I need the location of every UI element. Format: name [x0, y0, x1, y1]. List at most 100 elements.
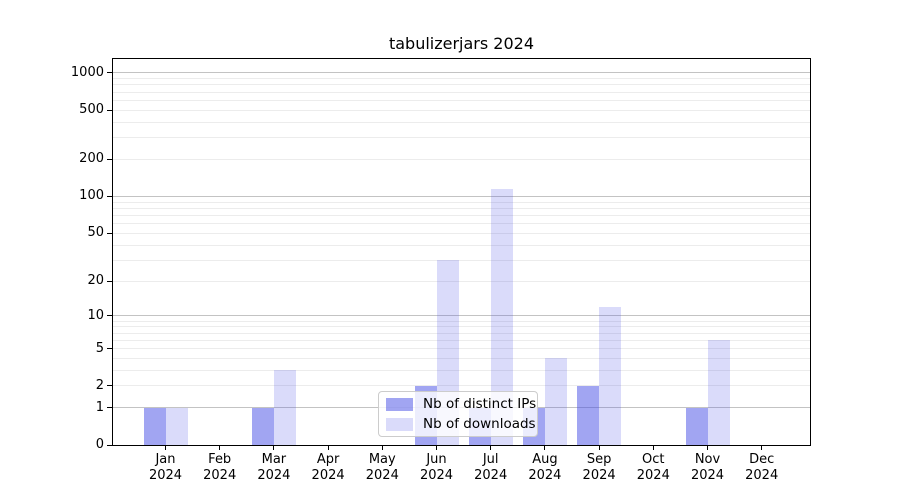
bar-ips-nov: [685, 407, 708, 445]
gridline-minor: [113, 109, 810, 111]
x-tick-label-sep: Sep 2024: [559, 452, 639, 484]
legend-swatch-distinct-ips: [386, 397, 413, 411]
bar-downloads-sep: [599, 306, 622, 445]
gridline-minor: [113, 137, 810, 139]
x-tick-label-aug: Aug 2024: [505, 452, 585, 484]
gridline-minor: [113, 214, 810, 216]
y-tick-mark: [107, 315, 112, 317]
y-tick-mark: [107, 348, 112, 349]
x-tick-month: Jun: [426, 452, 447, 467]
gridline-minor: [113, 232, 810, 234]
x-tick-year: 2024: [690, 468, 725, 483]
x-tick-month: Jul: [482, 452, 499, 467]
x-tick-month: Dec: [749, 452, 775, 467]
x-tick-label-feb: Feb 2024: [180, 452, 260, 484]
bar-ips-jan: [143, 407, 166, 445]
x-tick-year: 2024: [419, 468, 454, 483]
y-tick-label: 10: [87, 307, 104, 323]
bar-downloads-jul: [490, 189, 513, 445]
x-tick-label-may: May 2024: [342, 452, 422, 484]
gridline-minor: [113, 158, 810, 160]
x-tick-year: 2024: [311, 468, 345, 483]
y-tick-label: 1: [95, 399, 104, 415]
x-tick-year: 2024: [582, 468, 616, 483]
x-tick-label-jun: Jun 2024: [397, 452, 477, 484]
legend-swatch-downloads: [386, 417, 413, 431]
gridline-minor: [113, 91, 810, 93]
bar-downloads-aug: [544, 358, 567, 445]
x-tick-month: Nov: [694, 452, 721, 467]
x-tick-label-nov: Nov 2024: [668, 452, 748, 484]
y-tick-label: 20: [87, 273, 104, 289]
x-tick-month: Apr: [316, 452, 340, 467]
x-tick-mark: [436, 446, 437, 450]
x-tick-year: 2024: [148, 468, 183, 483]
gridline-minor: [113, 332, 810, 334]
gridline-minor: [113, 369, 810, 371]
gridline-minor: [113, 121, 810, 123]
bar-ips-mar: [251, 407, 274, 445]
bar-ips-sep: [577, 385, 600, 445]
y-tick-mark: [107, 385, 112, 387]
y-tick-mark: [107, 109, 112, 111]
y-tick-mark: [107, 232, 112, 234]
x-tick-year: 2024: [203, 468, 237, 483]
gridline-major: [113, 195, 810, 197]
gridline-minor: [113, 244, 810, 246]
gridline-minor: [113, 320, 810, 322]
x-tick-label-apr: Apr 2024: [288, 452, 368, 484]
x-tick-year: 2024: [745, 468, 779, 483]
x-tick-mark: [707, 446, 708, 450]
gridline-minor: [113, 280, 810, 282]
x-tick-month: Feb: [208, 452, 232, 467]
x-tick-year: 2024: [636, 468, 670, 483]
y-tick-mark: [107, 72, 112, 74]
x-tick-mark: [490, 446, 492, 450]
x-tick-year: 2024: [474, 468, 508, 483]
y-tick-label: 2: [95, 377, 104, 393]
gridline-minor: [113, 339, 810, 341]
x-tick-month: Sep: [586, 452, 612, 467]
x-tick-label-jul: Jul 2024: [451, 452, 531, 484]
bar-downloads-nov: [707, 340, 730, 445]
y-tick-mark: [107, 407, 112, 409]
y-tick-label: 5: [95, 340, 104, 356]
y-tick-mark: [107, 195, 112, 197]
y-tick-label: 1000: [70, 64, 104, 80]
plot-area: [113, 59, 810, 445]
x-tick-label-jan: Jan 2024: [126, 452, 206, 484]
x-tick-month: Oct: [642, 452, 665, 467]
x-tick-month: Aug: [532, 452, 558, 467]
gridline-minor: [113, 326, 810, 328]
y-tick-mark: [107, 158, 112, 160]
bar-downloads-mar: [273, 370, 296, 445]
gridline-minor: [113, 99, 810, 101]
y-tick-label: 200: [79, 151, 104, 167]
x-tick-mark: [165, 446, 166, 450]
x-tick-mark: [652, 446, 654, 450]
y-tick-label: 500: [79, 102, 104, 118]
y-tick-label: 100: [79, 188, 104, 204]
x-tick-mark: [381, 446, 383, 450]
legend: Nb of distinct IPs Nb of downloads: [378, 391, 538, 437]
gridline-minor: [113, 259, 810, 261]
x-tick-label-dec: Dec 2024: [722, 452, 802, 484]
x-tick-year: 2024: [528, 468, 562, 483]
bar-downloads-jan: [165, 407, 188, 445]
gridline-minor: [113, 348, 810, 349]
x-tick-mark: [544, 446, 546, 450]
y-tick-label: 0: [95, 437, 104, 452]
gridline-minor: [113, 207, 810, 209]
gridline-major: [113, 72, 810, 74]
x-tick-year: 2024: [365, 468, 399, 483]
legend-label-downloads: Nb of downloads: [423, 416, 536, 432]
x-tick-mark: [327, 446, 329, 450]
gridline-minor: [113, 84, 810, 86]
y-tick-mark: [107, 444, 112, 446]
y-tick-label: 50: [87, 225, 104, 241]
y-tick-mark: [107, 280, 112, 282]
gridline-minor: [113, 357, 810, 359]
gridline-minor: [113, 385, 810, 387]
x-tick-label-mar: Mar 2024: [234, 452, 314, 484]
